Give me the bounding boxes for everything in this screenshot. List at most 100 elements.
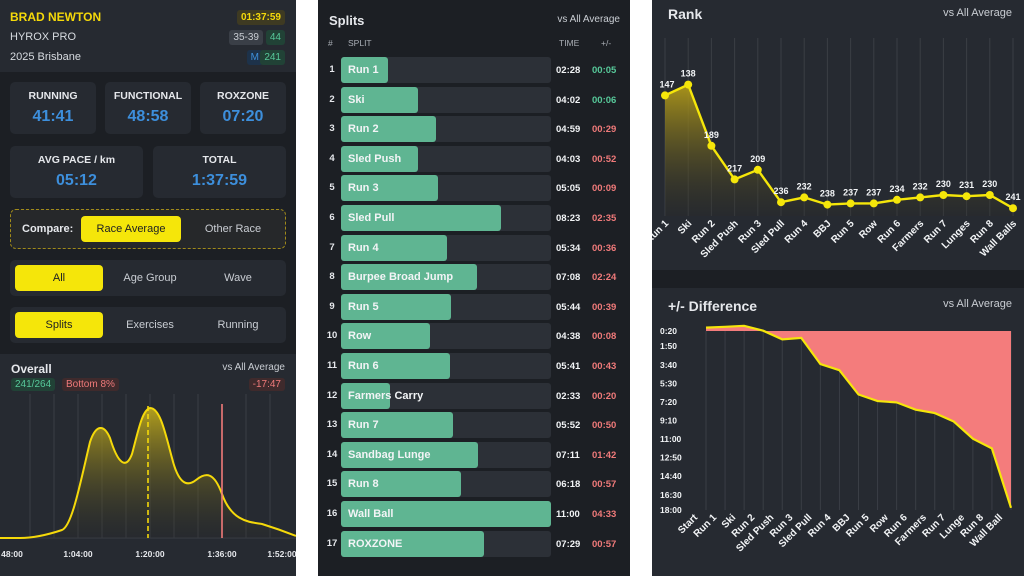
split-time: 05:52 bbox=[556, 420, 581, 432]
difference-y-tick: 18:00 bbox=[660, 505, 682, 515]
split-number: 10 bbox=[326, 330, 338, 342]
rank-point bbox=[939, 191, 948, 199]
split-time: 05:34 bbox=[556, 242, 581, 254]
view-running-button[interactable]: Running bbox=[217, 319, 259, 331]
split-name: Farmers Carry bbox=[348, 389, 424, 402]
compare-race-average-button[interactable]: Race Average bbox=[81, 216, 181, 242]
split-row[interactable]: 9 Run 5 05:44 00:39 bbox=[318, 293, 630, 320]
header-split: SPLIT bbox=[348, 38, 372, 48]
split-diff: 00:39 bbox=[592, 301, 617, 313]
division-label: HYROX PRO bbox=[10, 31, 77, 43]
header-time: TIME bbox=[559, 38, 580, 48]
split-number: 9 bbox=[329, 300, 335, 312]
split-name: Run 3 bbox=[348, 182, 379, 195]
scope-age-group-button[interactable]: Age Group bbox=[123, 272, 177, 284]
stat-value: 1:37:59 bbox=[191, 172, 248, 189]
split-row[interactable]: 5 Run 3 05:05 00:09 bbox=[318, 175, 630, 202]
split-row[interactable]: 1 Run 1 02:28 00:05 bbox=[318, 57, 630, 83]
rank-point bbox=[684, 80, 693, 89]
split-row[interactable]: 12 Farmers Carry 02:33 00:20 bbox=[318, 382, 630, 409]
difference-y-tick: 9:10 bbox=[660, 416, 677, 426]
rank-point bbox=[962, 192, 971, 201]
split-row[interactable]: 8 Burpee Broad Jump 07:08 02:24 bbox=[318, 264, 630, 291]
split-row[interactable]: 17 ROXZONE 07:29 00:57 bbox=[318, 530, 630, 557]
split-row[interactable]: 16 Wall Ball 11:00 04:33 bbox=[318, 501, 630, 527]
athlete-header: BRAD NEWTON 01:37:59 HYROX PRO 35-39 44 … bbox=[0, 0, 296, 72]
split-diff: 00:57 bbox=[592, 538, 617, 550]
split-bar bbox=[341, 353, 450, 379]
split-name: Burpee Broad Jump bbox=[348, 271, 454, 284]
rank-data-label: 231 bbox=[959, 180, 974, 190]
split-row[interactable]: 13 Run 7 05:52 00:50 bbox=[318, 412, 630, 439]
split-number: 6 bbox=[329, 212, 335, 223]
overall-x-tick: 1:52:00 bbox=[267, 549, 296, 559]
split-row[interactable]: 10 Row 04:38 00:08 bbox=[318, 323, 630, 350]
split-row[interactable]: 2 Ski 04:02 00:06 bbox=[318, 86, 630, 113]
overall-difference-badge: -17:47 bbox=[248, 378, 285, 391]
split-time: 05:44 bbox=[556, 301, 581, 313]
view-exercises-button[interactable]: Exercises bbox=[126, 319, 174, 331]
split-bar bbox=[341, 323, 430, 350]
rank-point bbox=[730, 175, 739, 184]
rank-data-label: 230 bbox=[982, 179, 997, 189]
view-filter: Splits Exercises Running bbox=[10, 307, 286, 343]
split-diff: 01:42 bbox=[592, 449, 617, 461]
split-row[interactable]: 14 Sandbag Lunge 07:11 01:42 bbox=[318, 441, 630, 468]
stat-card-avg-pace: AVG PACE / km 05:12 bbox=[10, 146, 143, 198]
split-time: 04:02 bbox=[556, 94, 581, 106]
stat-label: TOTAL bbox=[202, 154, 237, 166]
overall-rank-badge: 241/264 bbox=[11, 378, 56, 391]
split-name: Run 1 bbox=[348, 64, 379, 76]
overall-vs-label: vs All Average bbox=[222, 362, 285, 373]
rank-screen: Rank vs All Average 147 138 189 217 209 236 23… bbox=[652, 0, 1024, 576]
scope-wave-button[interactable]: Wave bbox=[224, 272, 252, 284]
split-name: ROXZONE bbox=[348, 537, 403, 550]
split-row[interactable]: 11 Run 6 05:41 00:43 bbox=[318, 353, 630, 379]
overall-distribution-chart: 48:00 1:04:00 1:20:00 1:36:00 1:52:00 bbox=[0, 394, 296, 559]
split-bar bbox=[341, 145, 419, 172]
split-diff: 00:36 bbox=[592, 242, 617, 254]
split-bar bbox=[341, 116, 437, 143]
split-row[interactable]: 4 Sled Push 04:03 00:52 bbox=[318, 145, 630, 172]
age-group-badge: 35-39 bbox=[229, 30, 263, 45]
split-bar bbox=[341, 86, 418, 113]
scope-all-button[interactable]: All bbox=[15, 265, 103, 291]
rank-data-label: 237 bbox=[866, 187, 881, 197]
rank-point bbox=[916, 193, 925, 202]
split-time: 06:18 bbox=[556, 479, 581, 491]
split-diff: 00:57 bbox=[592, 479, 617, 491]
overall-panel: Overall vs All Average 241/264 Bottom 8%… bbox=[0, 354, 296, 576]
split-bar bbox=[341, 175, 438, 202]
stat-label: AVG PACE / km bbox=[37, 154, 116, 166]
split-row[interactable]: 15 Run 8 06:18 00:57 bbox=[318, 471, 630, 498]
total-time-pill: 01:37:59 bbox=[236, 10, 285, 25]
split-time: 05:05 bbox=[556, 183, 581, 195]
split-number: 1 bbox=[329, 64, 335, 75]
split-name: Row bbox=[348, 330, 372, 343]
split-diff: 00:09 bbox=[592, 183, 617, 195]
split-bar bbox=[341, 57, 389, 83]
split-bar bbox=[341, 264, 478, 291]
view-splits-button[interactable]: Splits bbox=[15, 312, 103, 338]
rank-data-label: 236 bbox=[773, 186, 788, 196]
compare-selector: Compare: Race Average Other Race bbox=[10, 209, 286, 249]
split-row[interactable]: 6 Sled Pull 08:23 02:35 bbox=[318, 205, 630, 231]
split-name: Run 4 bbox=[348, 241, 379, 254]
rank-point bbox=[823, 200, 832, 209]
stat-value: 41:41 bbox=[32, 108, 74, 125]
split-diff: 00:20 bbox=[592, 390, 617, 402]
overall-percentile-badge: Bottom 8% bbox=[62, 378, 119, 391]
rank-point bbox=[753, 165, 762, 174]
stat-card-running: RUNNING 41:41 bbox=[10, 82, 96, 134]
compare-other-race-button[interactable]: Other Race bbox=[204, 223, 262, 235]
rank-title: Rank bbox=[668, 6, 703, 22]
gender-badge: M bbox=[246, 50, 263, 65]
split-row[interactable]: 3 Run 2 04:59 00:29 bbox=[318, 116, 630, 143]
split-number: 17 bbox=[326, 537, 338, 549]
difference-chart: 0:20 1:50 3:40 5:30 7:20 9:10 11:00 12:50 14:40 1… bbox=[660, 324, 1013, 554]
split-time: 07:08 bbox=[556, 272, 581, 284]
rank-x-tick: Run 5 bbox=[829, 218, 857, 246]
stat-label: ROXZONE bbox=[217, 90, 269, 102]
split-row[interactable]: 7 Run 4 05:34 00:36 bbox=[318, 234, 630, 261]
split-name: Sandbag Lunge bbox=[348, 448, 431, 461]
